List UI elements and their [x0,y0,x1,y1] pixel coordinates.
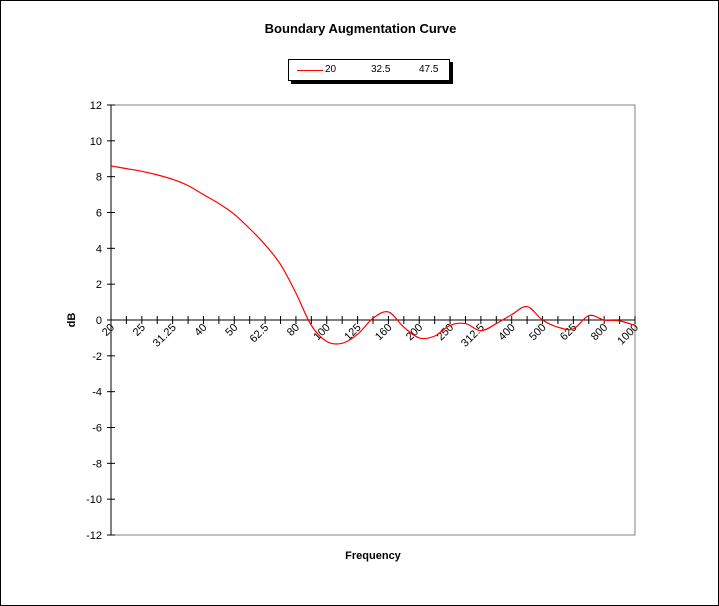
legend-line-series-20 [297,70,323,71]
x-tick-label: 40 [192,322,209,339]
y-tick-label: 6 [96,208,102,220]
x-tick-label: 1000 [615,322,641,348]
x-tick-label: 312.5 [459,322,487,350]
x-tick-label: 625 [558,322,579,343]
x-tick-label: 62.5 [248,322,272,346]
x-tick-label: 160 [373,322,394,343]
y-tick-label: 0 [96,315,102,327]
y-tick-label: -4 [92,387,102,399]
x-tick-label: 100 [311,322,332,343]
x-tick-label: 20 [100,322,117,339]
x-axis-title: Frequency [345,550,402,562]
y-tick-label: -2 [92,351,102,363]
x-tick-label: 25 [131,322,148,339]
legend-entry: 32.5 [371,64,391,75]
x-tick-label: 31.25 [151,322,179,350]
legend: 20 32.5 47.5 [288,59,450,81]
x-tick-label: 50 [223,322,240,339]
legend-entry: 20 [325,64,337,75]
y-tick-label: 12 [90,100,102,112]
y-tick-label: 2 [96,279,102,291]
y-tick-label: -12 [86,530,102,542]
y-tick-label: -10 [86,494,102,506]
y-tick-label: 8 [96,172,102,184]
x-tick-label: 800 [589,322,610,343]
y-tick-label: -6 [92,423,102,435]
x-tick-label: 400 [496,322,517,343]
chart-title: Boundary Augmentation Curve [264,21,457,36]
y-axis-title: dB [66,313,78,328]
x-tick-label: 200 [404,322,425,343]
y-tick-label: 10 [90,136,102,148]
legend-entry: 47.5 [419,64,439,75]
x-tick-label: 500 [527,322,548,343]
y-tick-label: -8 [92,458,102,470]
series-line-20 [110,165,636,345]
x-tick-label: 80 [285,322,302,339]
y-tick-label: 4 [96,243,102,255]
